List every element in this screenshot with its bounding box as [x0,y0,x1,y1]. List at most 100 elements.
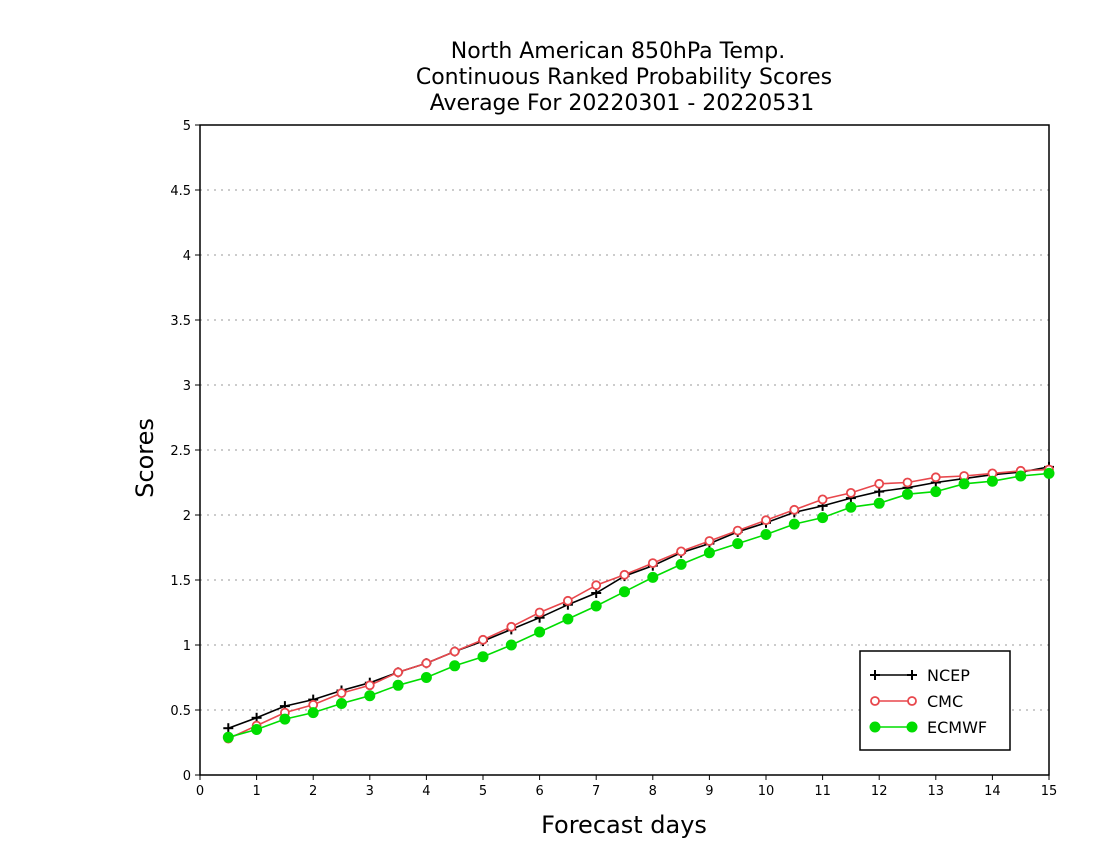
x-tick-label-7: 7 [592,784,600,799]
x-tick-label-4: 4 [422,784,430,799]
point-ecmwf-7 [420,672,432,683]
point-ecmwf-15 [647,571,659,583]
point-ecmwf-14 [619,586,630,598]
x-axis-title: Forecast days [541,811,707,839]
x-tick-label-15: 15 [1041,784,1058,799]
point-ecmwf-2 [279,713,291,725]
series-ecmwf [222,467,1055,743]
point-ecmwf-24 [902,488,913,500]
point-cmc-7 [421,658,432,669]
point-ecmwf-1 [251,724,263,735]
point-ecmwf-21 [817,512,829,524]
y-tick-label-5: 2.5 [170,444,191,459]
point-ecmwf-13 [590,600,602,612]
y-tick-label-0: 0 [183,769,191,784]
point-ecmwf-17 [703,547,715,559]
point-ecmwf-10 [505,639,517,651]
legend-item-ecmwf: ECMWF [869,718,987,737]
x-tick-label-13: 13 [928,784,945,799]
y-tick-label-4: 2 [183,509,191,524]
point-cmc-11 [534,607,545,618]
x-tick-label-1: 1 [252,784,260,799]
y-tick-label-10: 5 [183,119,191,134]
chart-title: North American 850hPa Temp. Continuous R… [416,39,832,116]
x-tick-label-5: 5 [479,784,487,799]
point-cmc-14 [619,569,630,580]
point-ecmwf-8 [449,660,461,672]
point-cmc-17 [704,536,715,546]
x-tick-label-0: 0 [196,784,204,799]
point-ecmwf-0 [222,731,234,743]
y-tick-label-3: 1.5 [170,574,191,589]
point-cmc-8 [449,646,460,657]
point-ecmwf-25 [930,486,942,498]
point-cmc-4 [336,688,347,698]
point-ecmwf-4 [336,698,347,709]
point-ncep-0 [223,723,234,734]
point-cmc-9 [478,634,488,645]
x-tick-label-3: 3 [366,784,374,799]
x-tick-label-12: 12 [871,784,888,799]
point-cmc-24 [902,477,913,488]
legend-label-cmc: CMC [927,692,963,711]
y-tick-label-8: 4 [183,249,191,264]
point-cmc-22 [846,487,856,498]
y-axis-title: Scores [131,418,159,498]
legend-marker-ncep-b [907,670,917,680]
chart-title-line-1: North American 850hPa Temp. [451,39,786,64]
point-cmc-21 [817,494,828,505]
point-cmc-18 [732,525,743,536]
point-ecmwf-5 [364,690,376,702]
x-axis: 0 1 2 3 4 5 6 7 8 9 10 11 12 13 14 15 [196,775,1057,799]
legend-marker-cmc-b [907,696,917,706]
chart-title-line-3: Average For 20220301 - 20220531 [430,91,815,116]
point-ecmwf-29 [1043,467,1055,479]
x-tick-label-11: 11 [814,784,831,799]
point-ecmwf-6 [392,679,404,691]
y-tick-label-9: 4.5 [170,184,191,199]
legend-item-ncep: NCEP [870,666,970,685]
series-layer [222,461,1055,744]
chart-title-line-2: Continuous Ranked Probability Scores [416,65,832,90]
legend-marker-ecmwf-a [869,721,881,733]
point-cmc-25 [930,472,941,483]
x-tick-label-9: 9 [705,784,713,799]
point-ecmwf-26 [958,478,970,490]
point-ecmwf-19 [760,529,772,540]
x-tick-label-14: 14 [984,784,1001,799]
x-tick-label-8: 8 [649,784,657,799]
point-cmc-6 [393,667,404,678]
legend-marker-ecmwf-b [906,721,918,733]
x-tick-label-2: 2 [309,784,317,799]
point-ecmwf-11 [534,626,546,638]
series-cmc [223,464,1054,744]
point-cmc-5 [364,680,375,691]
y-tick-label-6: 3 [183,379,191,394]
x-tick-label-6: 6 [535,784,543,799]
point-ecmwf-16 [675,558,687,570]
point-ecmwf-18 [732,538,744,550]
point-ecmwf-9 [477,651,489,663]
x-tick-label-10: 10 [758,784,775,799]
point-cmc-12 [563,595,573,606]
legend-item-cmc: CMC [870,692,963,711]
y-tick-label-1: 0.5 [170,704,191,719]
y-tick-label-7: 3.5 [170,314,191,329]
point-cmc-20 [789,504,800,515]
legend: NCEP CMC ECMWF [859,650,1011,751]
y-axis: 0 0.5 1 1.5 2 2.5 3 3.5 4 4.5 5 [170,119,200,784]
point-cmc-13 [591,580,602,591]
point-cmc-15 [647,558,658,568]
point-cmc-10 [506,621,517,632]
legend-marker-ncep-a [870,670,880,680]
point-ecmwf-23 [873,497,885,509]
point-cmc-23 [874,478,885,489]
y-tick-label-2: 1 [183,639,191,654]
point-ecmwf-3 [307,707,319,719]
point-cmc-16 [676,546,686,557]
legend-label-ecmwf: ECMWF [927,718,987,737]
point-ecmwf-22 [845,501,857,513]
legend-label-ncep: NCEP [927,666,970,685]
gridlines [200,189,1049,711]
